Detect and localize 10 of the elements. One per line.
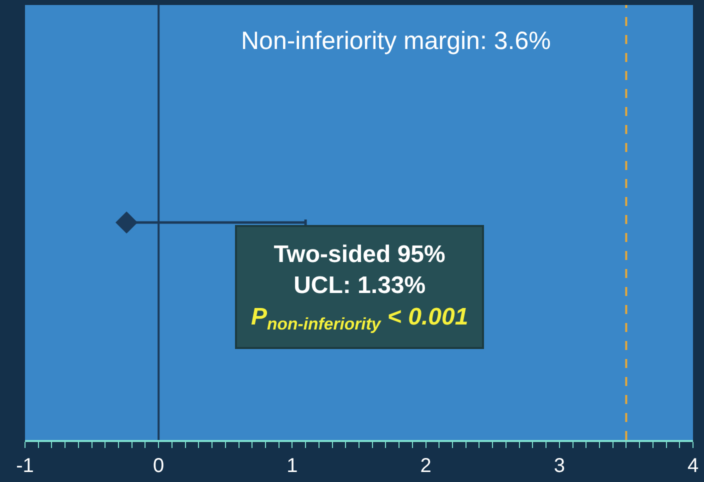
- x-tick-label: -1: [16, 455, 34, 477]
- annotation: P$_{non-inferiority}$ < 0.001: [251, 303, 468, 334]
- annotation: UCL: 1.33%: [294, 272, 426, 300]
- x-tick-label: 3: [554, 455, 565, 477]
- x-tick-label: 1: [286, 455, 298, 477]
- x-tick-label: 4: [687, 455, 699, 477]
- annotation: Non-inferiority margin: 3.6%: [241, 27, 551, 55]
- x-tick-label: 2: [420, 455, 432, 477]
- x-tick-label: 0: [153, 455, 164, 477]
- annotation: Two-sided 95%: [274, 241, 446, 268]
